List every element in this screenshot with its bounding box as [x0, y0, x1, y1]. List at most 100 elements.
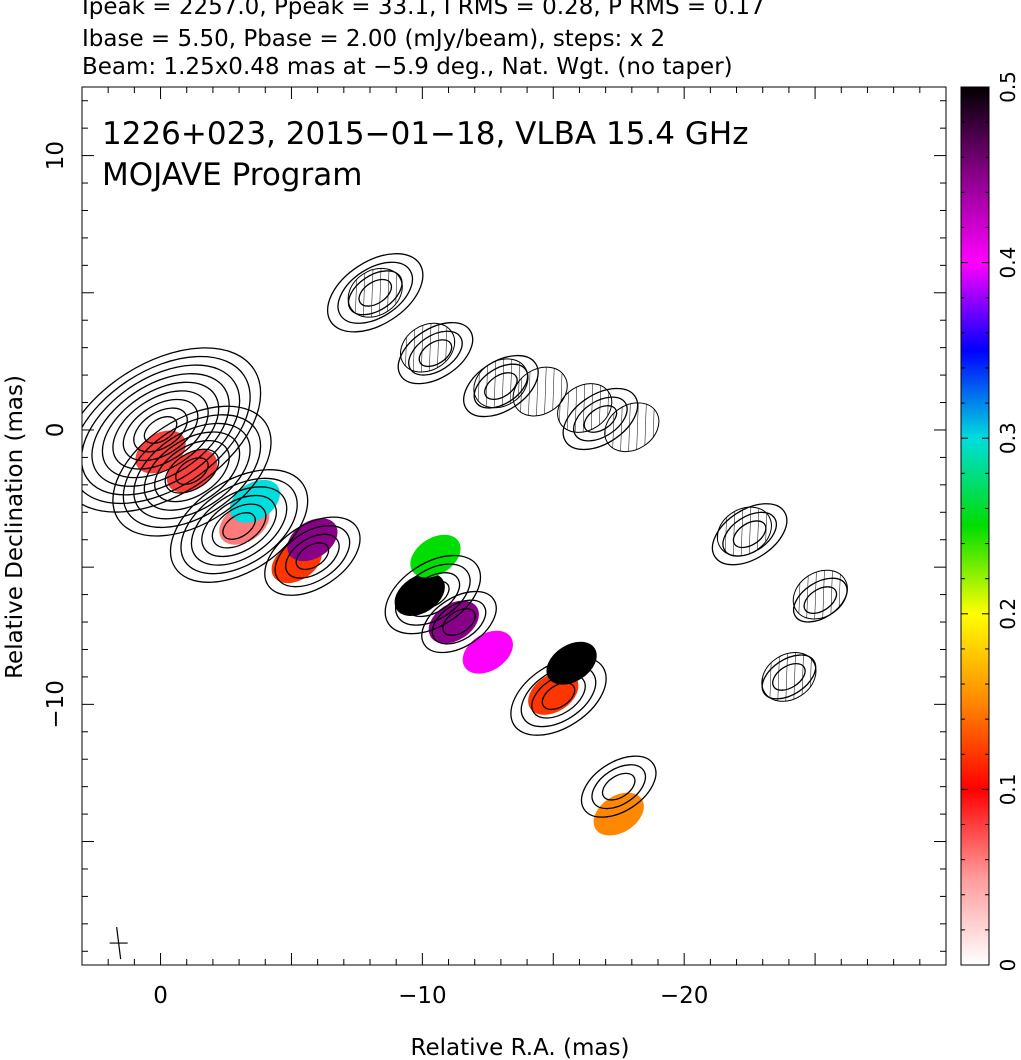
intensity-contour — [722, 511, 777, 557]
chart-subtitle: MOJAVE Program — [102, 157, 362, 193]
intensity-contour — [591, 764, 647, 810]
header-line-2: Ibase = 5.50, Pbase = 2.00 (mJy/beam), s… — [82, 26, 666, 52]
intensity-contour — [803, 586, 838, 615]
intensity-contour — [201, 494, 277, 558]
fractional-polarization-region — [428, 600, 479, 644]
polarized-intensity-region — [512, 366, 568, 417]
intensity-contour — [562, 387, 639, 451]
fractional-polarization-region — [229, 479, 280, 523]
intensity-contour — [415, 580, 450, 609]
y-tick-label: −10 — [43, 680, 69, 729]
intensity-contour — [384, 554, 482, 635]
header-line-3: Beam: 1.25x0.48 mas at −5.9 deg., Nat. W… — [82, 54, 733, 80]
polarized-intensity-layer — [347, 267, 848, 702]
intensity-contour — [295, 542, 330, 571]
y-axis-label: Relative Declination (mas) — [2, 375, 28, 679]
intensity-contour — [347, 270, 403, 316]
intensity-contour — [601, 772, 636, 801]
x-axis-label: Relative R.A. (mas) — [411, 1035, 630, 1060]
intensity-contour — [421, 590, 497, 654]
intensity-contour — [101, 381, 220, 479]
intensity-contour — [792, 577, 848, 623]
colorbar-tick-label: 0.4 — [996, 247, 1020, 279]
intensity-contour — [143, 431, 241, 511]
polarized-intensity-region — [347, 267, 403, 318]
intensity-contour — [274, 525, 351, 588]
colorbar-tick-label: 0.5 — [996, 71, 1020, 103]
intensity-contour — [91, 373, 230, 487]
intensity-contour — [418, 339, 453, 368]
axis-ticks: 0 −10 −20 10 0 −10 — [43, 87, 946, 1009]
intensity-contour — [520, 664, 597, 728]
x-tick-label: 0 — [153, 983, 168, 1009]
y-tick-label: 0 — [43, 423, 69, 438]
colorbar-tick-label: 0.2 — [996, 598, 1020, 630]
colorbar — [960, 86, 990, 966]
intensity-contour — [82, 364, 241, 496]
polarized-intensity-region — [792, 569, 848, 620]
polarized-intensity-region — [400, 322, 456, 373]
intensity-contour — [442, 608, 476, 636]
y-tick-label: 10 — [43, 141, 69, 170]
intensity-contour — [222, 512, 256, 540]
chart-title: 1226+023, 2015−01−18, VLBA 15.4 GHz — [102, 116, 748, 152]
intensity-contour — [82, 355, 251, 505]
intensity-contour — [732, 520, 767, 549]
intensity-contour — [164, 448, 220, 494]
intensity-contour — [397, 322, 474, 385]
intensity-contour — [580, 755, 657, 818]
intensity-contour — [772, 662, 806, 691]
fractional-polarization-region — [462, 630, 513, 674]
intensity-contour — [122, 414, 262, 529]
colorbar-tick-label: 0.3 — [996, 422, 1020, 454]
x-tick-label: −10 — [398, 983, 447, 1009]
intensity-contour — [531, 673, 586, 719]
intensity-contour — [484, 372, 518, 401]
intensity-contour — [473, 363, 529, 409]
intensity-contour — [264, 516, 361, 596]
intensity-contour — [82, 347, 262, 513]
colorbar-ticks: 0 0.1 0.2 0.3 0.4 0.5 — [961, 71, 1020, 971]
intensity-contour — [761, 654, 817, 700]
intensity-contour — [395, 563, 471, 626]
colorbar-tick-label: 0.1 — [996, 773, 1020, 805]
intensity-contour — [211, 503, 267, 549]
intensity-contour — [405, 572, 461, 618]
x-tick-label: −20 — [660, 983, 709, 1009]
intensity-contour — [583, 405, 618, 433]
intensity-contour — [175, 457, 209, 486]
beam-marker — [116, 926, 122, 960]
intensity-contour — [154, 439, 230, 503]
intensity-contour — [358, 278, 393, 307]
intensity-contour — [431, 599, 487, 645]
intensity-contour — [112, 390, 209, 470]
intensity-contour — [711, 503, 788, 566]
intensity-contour — [510, 656, 607, 736]
intensity-contour — [463, 354, 539, 418]
contour-layer — [82, 253, 848, 818]
colorbar-tick-label: 0 — [996, 959, 1020, 972]
fractional-polarization-region — [287, 518, 338, 562]
intensity-contour — [180, 477, 298, 575]
fractional-polarization-region — [410, 534, 461, 578]
intensity-contour — [133, 407, 188, 453]
fractional-polarization-region — [546, 641, 597, 685]
intensity-contour — [337, 261, 414, 324]
intensity-contour — [326, 253, 424, 333]
intensity-contour — [190, 486, 288, 566]
intensity-contour — [573, 396, 628, 442]
intensity-contour — [122, 398, 199, 462]
polarization-layer — [135, 430, 644, 836]
fractional-polarization-region — [135, 430, 186, 474]
intensity-contour — [133, 422, 251, 520]
header-line-1: Ipeak = 2257.0, Ppeak = 33.1, I RMS = 0.… — [82, 0, 765, 20]
plot-frame — [81, 86, 947, 966]
intensity-contour — [169, 469, 309, 583]
intensity-contour — [112, 405, 272, 537]
intensity-contour — [541, 682, 576, 711]
intensity-contour — [285, 533, 340, 579]
polarized-intensity-region — [761, 652, 817, 702]
intensity-contour — [408, 330, 463, 376]
